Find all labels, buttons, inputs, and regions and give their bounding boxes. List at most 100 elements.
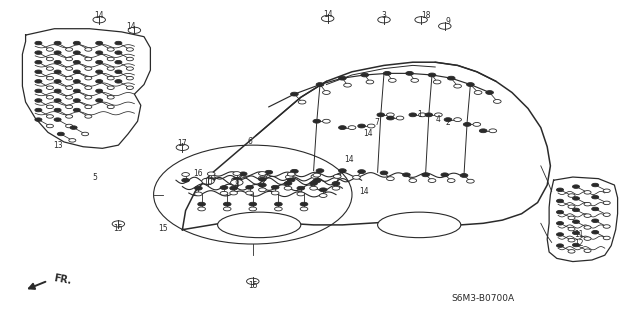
Circle shape <box>584 226 591 229</box>
Circle shape <box>84 105 92 108</box>
Circle shape <box>568 227 575 231</box>
Circle shape <box>107 77 114 80</box>
Circle shape <box>332 186 340 190</box>
Circle shape <box>592 195 599 199</box>
Circle shape <box>223 207 231 211</box>
Circle shape <box>35 118 42 122</box>
Circle shape <box>291 169 298 173</box>
Circle shape <box>332 182 340 185</box>
Circle shape <box>126 77 134 80</box>
Circle shape <box>474 91 482 94</box>
Circle shape <box>96 41 102 45</box>
Circle shape <box>275 207 282 211</box>
Circle shape <box>96 89 102 93</box>
Circle shape <box>479 129 487 133</box>
Circle shape <box>425 113 433 117</box>
Circle shape <box>96 61 102 64</box>
Circle shape <box>584 190 591 194</box>
Text: 18: 18 <box>421 11 430 20</box>
Circle shape <box>126 86 134 90</box>
Circle shape <box>353 175 360 179</box>
Circle shape <box>84 96 92 99</box>
Circle shape <box>112 221 125 227</box>
Circle shape <box>66 48 73 51</box>
Circle shape <box>361 73 369 77</box>
Circle shape <box>348 126 356 130</box>
Circle shape <box>93 17 106 23</box>
Circle shape <box>176 144 189 151</box>
Text: 17: 17 <box>177 139 188 148</box>
Circle shape <box>592 207 599 211</box>
Circle shape <box>378 17 390 23</box>
Circle shape <box>232 178 239 182</box>
Circle shape <box>298 100 306 104</box>
Circle shape <box>323 91 330 94</box>
Circle shape <box>58 132 64 136</box>
Circle shape <box>486 91 493 94</box>
Circle shape <box>47 96 54 99</box>
Circle shape <box>259 172 266 175</box>
Polygon shape <box>182 62 550 230</box>
Circle shape <box>271 191 279 195</box>
Circle shape <box>207 178 215 182</box>
Text: 11: 11 <box>575 230 584 239</box>
Circle shape <box>230 179 243 186</box>
Text: 5: 5 <box>92 173 97 182</box>
Circle shape <box>493 100 501 103</box>
Circle shape <box>297 192 305 196</box>
Circle shape <box>573 220 580 223</box>
Circle shape <box>73 41 81 45</box>
Circle shape <box>411 78 419 82</box>
Circle shape <box>66 115 73 118</box>
Text: 15: 15 <box>113 224 124 233</box>
Circle shape <box>428 73 436 77</box>
Circle shape <box>126 57 134 61</box>
Text: 7: 7 <box>374 118 379 127</box>
Circle shape <box>35 41 42 45</box>
Circle shape <box>568 249 575 253</box>
Circle shape <box>358 170 365 174</box>
Circle shape <box>35 99 42 102</box>
Circle shape <box>66 124 73 128</box>
Text: 14: 14 <box>126 22 136 31</box>
Circle shape <box>604 213 611 217</box>
Circle shape <box>115 80 122 83</box>
Text: 4: 4 <box>436 115 441 124</box>
Circle shape <box>604 225 611 228</box>
Circle shape <box>344 83 351 87</box>
Circle shape <box>387 113 394 117</box>
Circle shape <box>406 71 413 75</box>
Text: 8: 8 <box>234 180 239 189</box>
Circle shape <box>182 178 189 182</box>
Circle shape <box>230 191 237 195</box>
Circle shape <box>316 169 324 173</box>
Circle shape <box>319 188 327 192</box>
Circle shape <box>339 76 346 80</box>
Circle shape <box>377 113 385 117</box>
Circle shape <box>126 48 134 51</box>
Circle shape <box>84 77 92 80</box>
Circle shape <box>54 118 61 122</box>
Circle shape <box>316 83 324 86</box>
Circle shape <box>319 194 327 197</box>
Circle shape <box>249 202 257 206</box>
Circle shape <box>126 67 134 70</box>
Circle shape <box>198 202 205 206</box>
Circle shape <box>47 67 54 70</box>
Circle shape <box>96 70 102 74</box>
Circle shape <box>285 175 293 179</box>
Circle shape <box>366 80 374 84</box>
Circle shape <box>84 48 92 51</box>
Circle shape <box>73 61 81 64</box>
Circle shape <box>246 185 253 189</box>
Circle shape <box>35 89 42 93</box>
Circle shape <box>313 173 321 177</box>
Circle shape <box>47 115 54 118</box>
Circle shape <box>310 182 317 185</box>
Circle shape <box>84 86 92 90</box>
Text: 13: 13 <box>52 141 63 150</box>
Polygon shape <box>22 29 150 148</box>
Circle shape <box>66 86 73 90</box>
Circle shape <box>182 173 189 176</box>
Circle shape <box>463 122 471 126</box>
